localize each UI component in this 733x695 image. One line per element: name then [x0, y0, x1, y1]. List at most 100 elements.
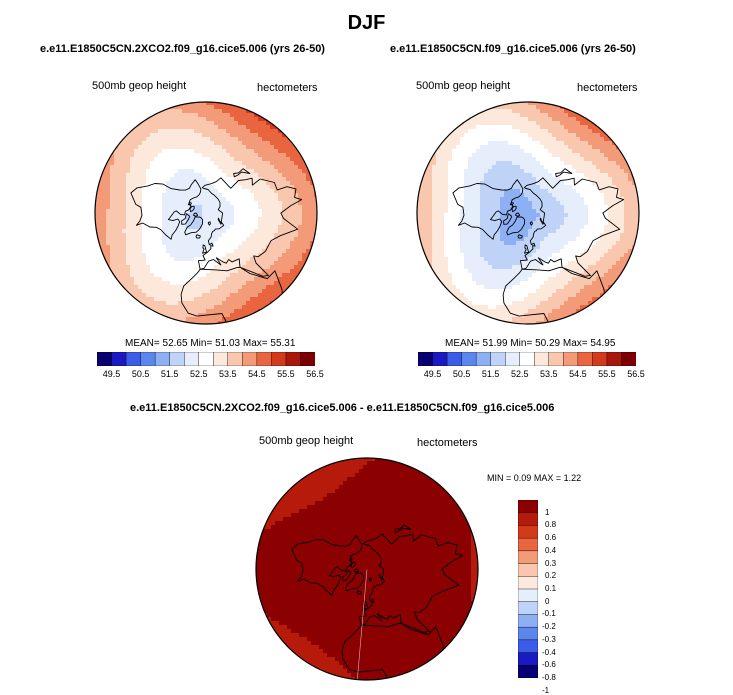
field-cell [512, 153, 517, 158]
field-cell [118, 117, 123, 122]
field-cell [226, 317, 231, 322]
field-cell [278, 197, 283, 202]
field-cell [596, 209, 601, 214]
field-cell [294, 229, 299, 234]
field-cell [122, 217, 127, 222]
field-cell [540, 181, 545, 186]
field-cell [166, 309, 171, 314]
field-cell [146, 225, 151, 230]
field-cell [612, 145, 617, 150]
field-cell [460, 165, 465, 170]
field-cell [472, 161, 477, 166]
field-cell [106, 201, 111, 206]
field-cell [222, 209, 227, 214]
field-cell [226, 241, 231, 246]
field-cell [126, 201, 131, 206]
field-cell [600, 105, 605, 110]
field-cell [520, 117, 525, 122]
field-cell [314, 273, 317, 278]
field-cell [456, 205, 461, 210]
field-cell [110, 269, 115, 274]
field-cell [95, 133, 99, 138]
field-cell [98, 285, 103, 290]
field-cell [524, 113, 529, 118]
field-cell [202, 125, 207, 130]
field-cell [444, 209, 449, 214]
field-cell [306, 213, 311, 218]
field-cell [266, 129, 271, 134]
field-cell [202, 249, 207, 254]
field-cell [468, 133, 473, 138]
field-cell [198, 161, 203, 166]
field-cell [194, 121, 199, 126]
field-cell [246, 113, 251, 118]
field-cell [286, 201, 291, 206]
field-cell [122, 137, 127, 142]
field-cell [600, 209, 605, 214]
field-cell [262, 289, 267, 294]
field-cell [314, 213, 317, 218]
field-cell [194, 189, 199, 194]
field-cell [254, 121, 259, 126]
field-cell [190, 149, 195, 154]
field-cell [448, 105, 453, 110]
field-cell [210, 257, 215, 262]
field-cell [596, 189, 601, 194]
field-cell [114, 209, 119, 214]
field-cell [302, 321, 307, 324]
field-cell [202, 105, 207, 110]
field-cell [516, 221, 521, 226]
field-cell [524, 117, 529, 122]
field-cell [532, 125, 537, 130]
field-cell [150, 245, 155, 250]
field-cell [150, 161, 155, 166]
field-cell [178, 285, 183, 290]
field-cell [198, 125, 203, 130]
field-cell [242, 273, 247, 278]
field-cell [254, 181, 259, 186]
field-cell [576, 197, 581, 202]
field-cell [270, 189, 275, 194]
field-cell [580, 193, 585, 198]
field-cell [238, 225, 243, 230]
field-cell [130, 177, 135, 182]
field-cell [302, 241, 307, 246]
field-cell [528, 153, 533, 158]
field-cell [166, 245, 171, 250]
field-cell [134, 181, 139, 186]
field-cell [612, 161, 617, 166]
field-cell [238, 161, 243, 166]
field-cell [230, 173, 235, 178]
field-cell [214, 233, 219, 238]
field-cell [306, 189, 311, 194]
field-cell [552, 105, 557, 110]
field-cell [102, 193, 107, 198]
field-cell [114, 109, 119, 114]
field-cell [488, 161, 493, 166]
field-cell [428, 141, 433, 146]
field-cell [508, 177, 513, 182]
field-cell [222, 305, 227, 310]
field-cell [246, 205, 251, 210]
field-cell [230, 205, 235, 210]
field-cell [270, 229, 275, 234]
field-cell [444, 105, 449, 110]
field-cell [182, 141, 187, 146]
field-cell [190, 277, 195, 282]
field-cell [258, 129, 263, 134]
field-cell [230, 153, 235, 158]
field-cell [290, 102, 295, 106]
field-cell [98, 109, 103, 114]
field-cell [122, 161, 127, 166]
field-cell [476, 197, 481, 202]
field-cell [302, 233, 307, 238]
field-cell [206, 289, 211, 294]
field-cell [306, 289, 311, 294]
field-cell [492, 113, 497, 118]
field-cell [512, 197, 517, 202]
field-cell [178, 133, 183, 138]
field-cell [278, 161, 283, 166]
field-cell [628, 145, 633, 150]
field-cell [182, 133, 187, 138]
field-cell [198, 109, 203, 114]
